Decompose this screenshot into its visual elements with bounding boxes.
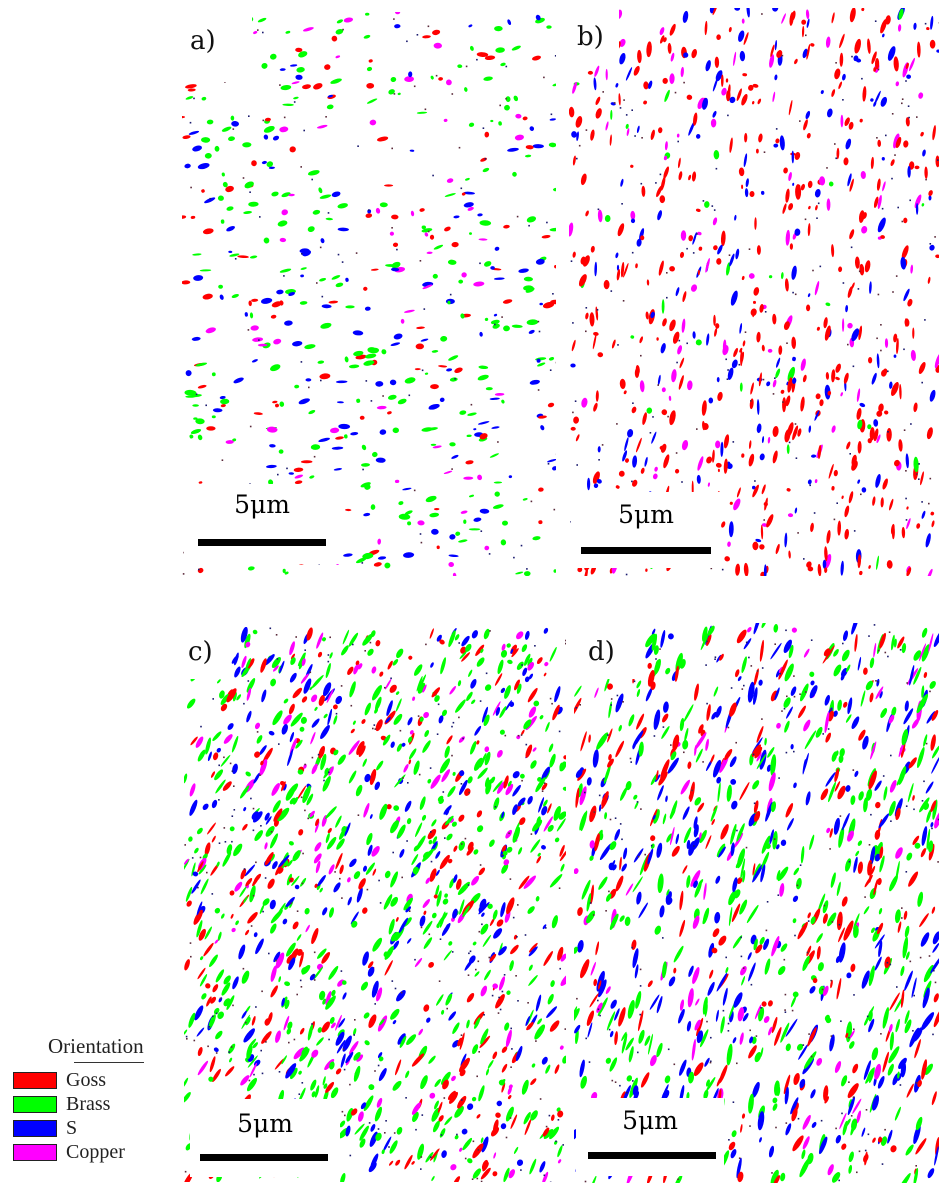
scale-bar-a bbox=[198, 539, 326, 546]
panel-label-text-c: c) bbox=[188, 637, 213, 667]
legend-label-copper: Copper bbox=[66, 1141, 125, 1163]
orientation-legend: Orientation Goss Brass S Copper bbox=[8, 1034, 168, 1184]
legend-divider bbox=[74, 1062, 144, 1063]
orientation-map-c: c) 5μm bbox=[184, 627, 566, 1182]
legend-swatch-goss bbox=[13, 1072, 57, 1089]
scale-bar-b bbox=[581, 547, 711, 554]
legend-item-copper: Copper bbox=[8, 1142, 168, 1166]
panel-label-text-a: a) bbox=[190, 26, 216, 56]
panel-label-d: d) bbox=[574, 623, 642, 679]
scale-bar-box-d: 5μm bbox=[576, 1098, 724, 1176]
panel-label-text-b: b) bbox=[577, 22, 604, 52]
orientation-map-d: d) 5μm bbox=[574, 623, 939, 1183]
orientation-map-b: b) 5μm bbox=[569, 8, 939, 576]
grain-texture-b bbox=[569, 8, 939, 576]
ebsd-map-image-b bbox=[569, 8, 939, 576]
legend-title: Orientation bbox=[48, 1034, 144, 1058]
scale-bar-text-b: 5μm bbox=[618, 500, 674, 529]
legend-label-brass: Brass bbox=[66, 1093, 111, 1115]
grain-texture-c bbox=[184, 627, 566, 1182]
scale-bar-box-b: 5μm bbox=[571, 492, 721, 568]
legend-swatch-s bbox=[13, 1120, 57, 1137]
legend-label-s: S bbox=[66, 1117, 78, 1139]
legend-swatch-copper bbox=[13, 1144, 57, 1161]
scale-bar-d bbox=[588, 1152, 716, 1159]
legend-label-goss: Goss bbox=[66, 1069, 107, 1091]
panel-label-b: b) bbox=[569, 8, 619, 64]
scale-bar-box-a: 5μm bbox=[184, 484, 340, 564]
ebsd-map-image-c bbox=[184, 627, 566, 1182]
scale-bar-text-c: 5μm bbox=[237, 1109, 293, 1138]
legend-item-s: S bbox=[8, 1118, 168, 1142]
panel-label-c: c) bbox=[184, 627, 230, 679]
legend-item-goss: Goss bbox=[8, 1070, 168, 1094]
panel-label-a: a) bbox=[182, 12, 252, 82]
legend-swatch-brass bbox=[13, 1096, 57, 1113]
scale-bar-text-d: 5μm bbox=[622, 1106, 678, 1135]
orientation-map-a: a) 5μm bbox=[182, 12, 556, 576]
scale-bar-box-c: 5μm bbox=[190, 1099, 340, 1177]
scale-bar-text-a: 5μm bbox=[234, 490, 290, 519]
panel-label-text-d: d) bbox=[588, 637, 615, 667]
legend-item-brass: Brass bbox=[8, 1094, 168, 1118]
scale-bar-c bbox=[200, 1154, 328, 1161]
